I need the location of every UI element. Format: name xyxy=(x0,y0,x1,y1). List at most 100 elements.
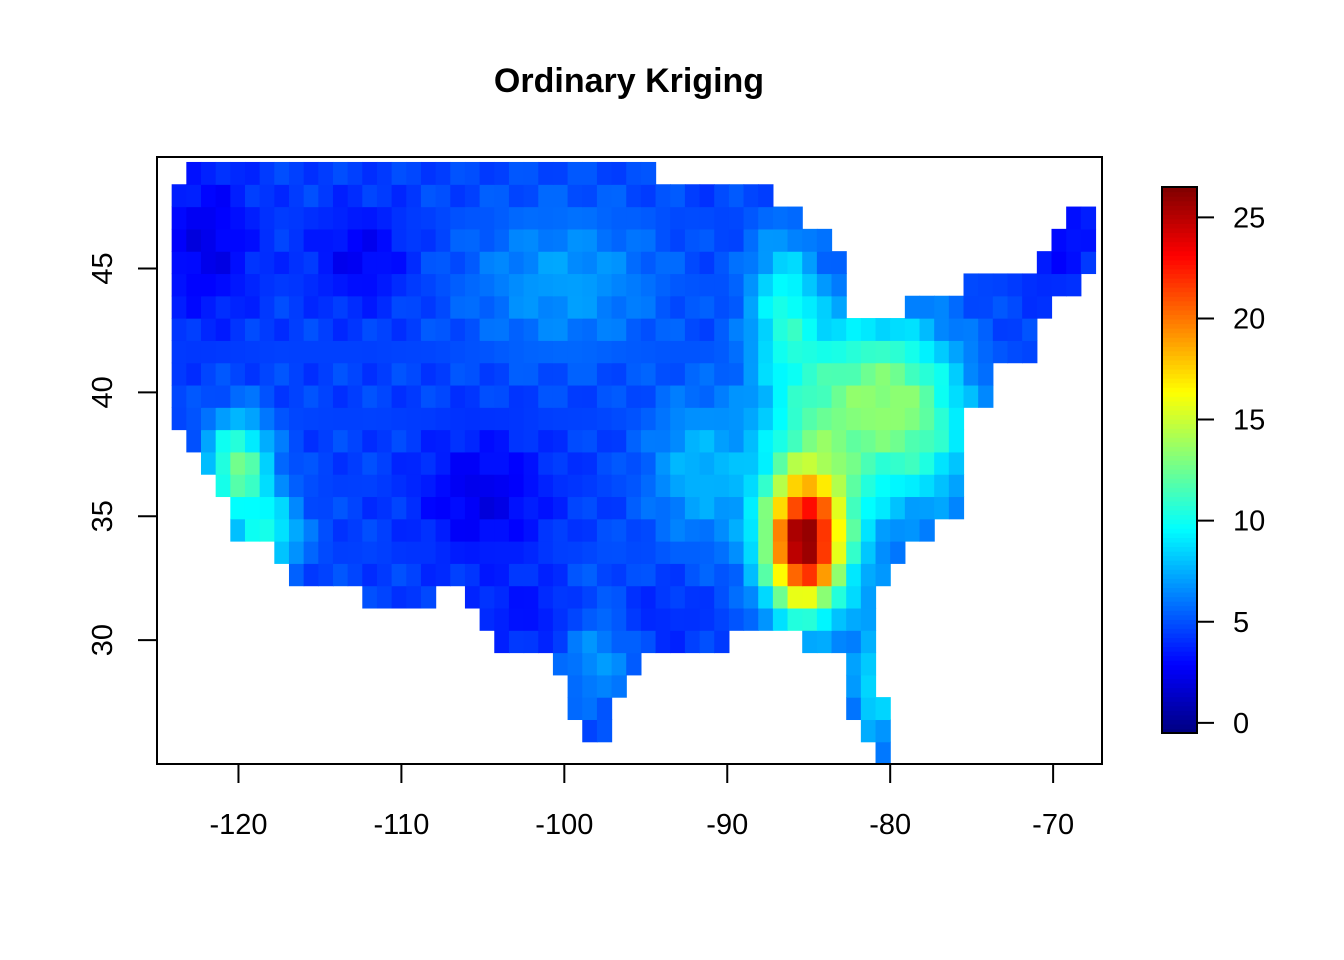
heatmap-cell xyxy=(494,318,510,341)
y-tick-label: 40 xyxy=(87,376,119,408)
heatmap-cell xyxy=(890,541,906,564)
heatmap-cell xyxy=(215,273,231,297)
heatmap-cell xyxy=(288,273,305,297)
heatmap-cell xyxy=(802,541,818,564)
heatmap-cell xyxy=(303,318,319,341)
heatmap-cell xyxy=(479,518,495,542)
heatmap-cell xyxy=(494,563,510,587)
heatmap-cell xyxy=(303,362,319,386)
heatmap-cell xyxy=(787,585,803,609)
heatmap-cell xyxy=(538,340,554,364)
heatmap-cell xyxy=(464,429,481,453)
heatmap-cell xyxy=(420,585,437,609)
heatmap-cell xyxy=(420,161,437,185)
heatmap-cell xyxy=(699,228,715,252)
heatmap-cell xyxy=(963,384,979,408)
heatmap-cell xyxy=(743,451,759,475)
heatmap-cell xyxy=(538,541,554,564)
heatmap-cell xyxy=(831,451,847,475)
heatmap-cell xyxy=(699,340,715,364)
heatmap-cell xyxy=(420,318,437,341)
heatmap-cell xyxy=(699,429,715,453)
colorbar-tick-label: 10 xyxy=(1233,506,1265,538)
heatmap-cell xyxy=(435,184,451,208)
heatmap-cell xyxy=(904,496,921,520)
heatmap-cell xyxy=(596,340,613,364)
heatmap-cell xyxy=(860,674,877,698)
heatmap-cell xyxy=(347,474,363,498)
colorbar-segment xyxy=(1162,519,1197,525)
heatmap-cell xyxy=(318,496,334,520)
heatmap-cell xyxy=(464,585,481,609)
x-tick-label: -100 xyxy=(535,809,593,841)
heatmap-cell xyxy=(611,318,627,341)
heatmap-cell xyxy=(596,251,613,275)
heatmap-cell xyxy=(655,340,671,364)
heatmap-cell xyxy=(787,384,803,408)
heatmap-cell xyxy=(435,474,451,498)
heatmap-cell xyxy=(508,362,525,386)
heatmap-cell xyxy=(303,541,319,564)
heatmap-cell xyxy=(464,295,481,319)
heatmap-cell xyxy=(494,251,510,275)
heatmap-cell xyxy=(728,474,745,498)
heatmap-cell xyxy=(831,318,847,341)
colorbar-segment xyxy=(1162,500,1197,507)
heatmap-cell xyxy=(758,518,774,542)
colorbar-segment xyxy=(1162,655,1197,661)
heatmap-cell xyxy=(538,384,554,408)
heatmap-cell xyxy=(758,474,774,498)
heatmap-cell xyxy=(420,451,437,475)
heatmap-cell xyxy=(288,251,305,275)
heatmap-cell xyxy=(230,518,246,542)
heatmap-cell xyxy=(684,340,701,364)
heatmap-cell xyxy=(611,206,627,230)
heatmap-cell xyxy=(611,362,627,386)
heatmap-cell xyxy=(347,228,363,252)
heatmap-cell xyxy=(406,318,422,341)
heatmap-cell xyxy=(846,607,862,631)
heatmap-cell xyxy=(318,474,334,498)
heatmap-cell xyxy=(802,251,818,275)
heatmap-cell xyxy=(259,518,275,542)
heatmap-cell xyxy=(347,184,363,208)
colorbar-segment xyxy=(1162,305,1197,311)
heatmap-cell xyxy=(772,340,789,364)
heatmap-cell xyxy=(802,340,818,364)
heatmap-cell xyxy=(787,474,803,498)
heatmap-cell xyxy=(787,340,803,364)
heatmap-cell xyxy=(508,318,525,341)
heatmap-cell xyxy=(215,407,231,431)
colorbar-segment xyxy=(1162,496,1197,502)
heatmap-cell xyxy=(787,273,803,297)
heatmap-cell xyxy=(816,429,833,453)
heatmap-cell xyxy=(890,384,906,408)
heatmap-cell xyxy=(508,496,525,520)
heatmap-cell xyxy=(772,429,789,453)
heatmap-cell xyxy=(244,496,261,520)
heatmap-cell xyxy=(420,206,437,230)
heatmap-cell xyxy=(244,384,261,408)
colorbar-tick-label: 15 xyxy=(1233,405,1265,437)
heatmap-cell xyxy=(919,429,935,453)
heatmap-cell xyxy=(802,362,818,386)
heatmap-cell xyxy=(552,474,569,498)
heatmap-cell xyxy=(244,318,261,341)
heatmap-cell xyxy=(684,206,701,230)
heatmap-cell xyxy=(640,228,657,252)
heatmap-cell xyxy=(802,630,818,654)
heatmap-cell xyxy=(684,474,701,498)
heatmap-cell xyxy=(479,496,495,520)
heatmap-cell xyxy=(420,340,437,364)
colorbar-segment xyxy=(1162,205,1197,211)
heatmap-cell xyxy=(479,206,495,230)
heatmap-cell xyxy=(288,474,305,498)
heatmap-cell xyxy=(875,719,891,743)
heatmap-cell xyxy=(670,474,686,498)
heatmap-cell xyxy=(435,563,451,587)
heatmap-cell xyxy=(640,384,657,408)
heatmap-cell xyxy=(772,407,789,431)
heatmap-cell xyxy=(391,384,407,408)
heatmap-cell xyxy=(875,563,891,587)
heatmap-cell xyxy=(171,318,187,341)
